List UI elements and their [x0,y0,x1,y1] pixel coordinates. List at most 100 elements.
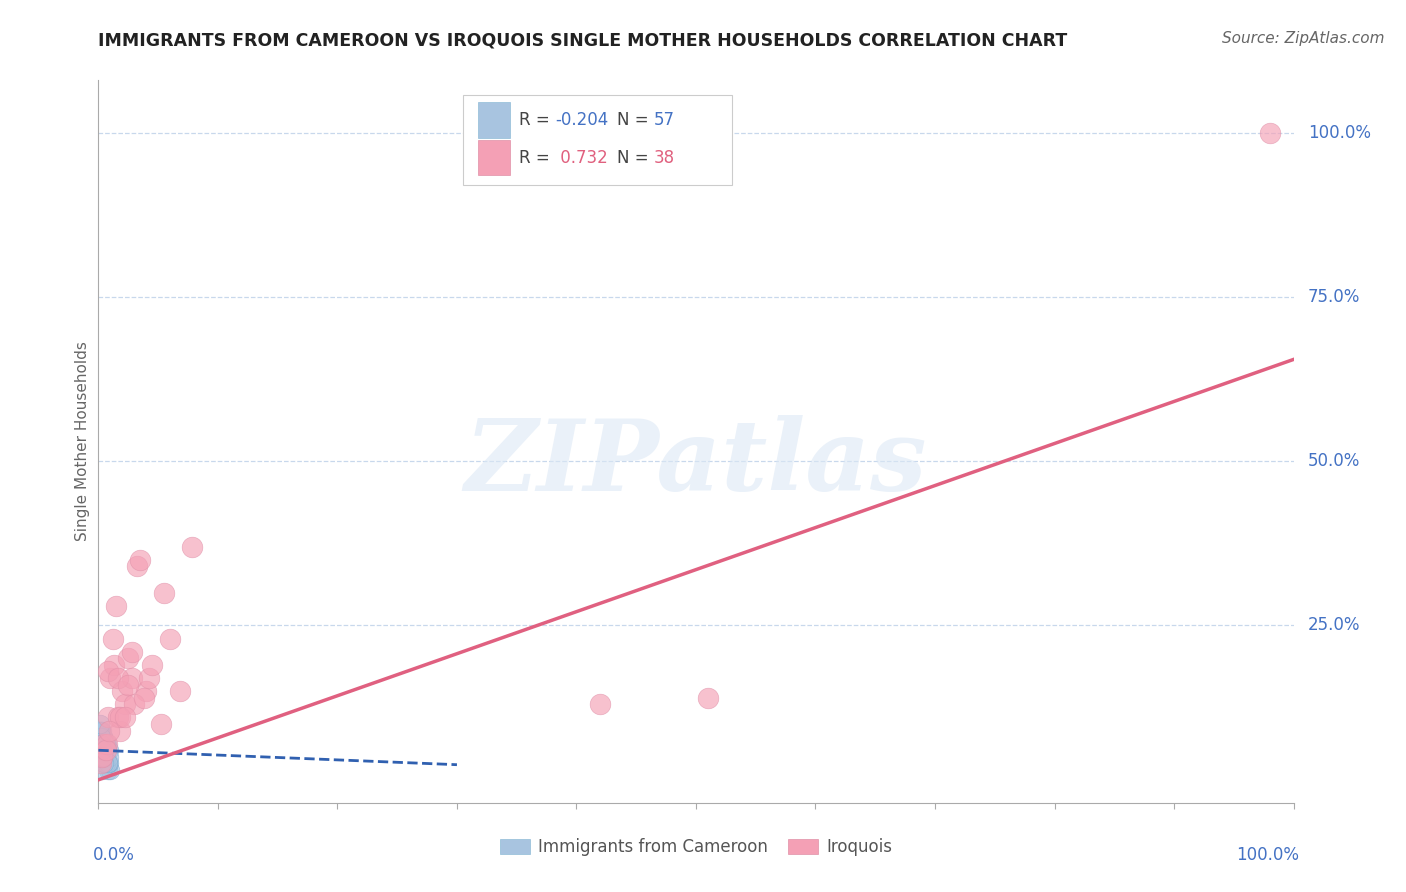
Point [697,690,720,705]
Point [97,665,120,679]
Point [89,743,111,757]
Point [90,730,112,744]
Point [91,743,114,757]
Point [89,717,111,731]
Point [105,599,128,613]
Point [94,743,117,757]
Point [91,730,114,744]
Point [91,743,114,757]
Point [91,749,114,764]
Point [96,737,118,751]
Point [125,559,148,574]
Point [91,737,114,751]
Point [107,671,129,685]
FancyBboxPatch shape [478,140,509,176]
Point [90,749,112,764]
Point [90,723,112,738]
Point [90,749,112,764]
Point [1258,126,1281,140]
Point [93,743,115,757]
Point [107,710,129,724]
Point [124,698,146,712]
Point [90,743,112,757]
Point [159,632,181,646]
Point [135,684,157,698]
Text: N =: N = [617,149,654,167]
Point [98,723,121,738]
Point [91,730,114,744]
Text: R =: R = [519,149,555,167]
Point [117,677,139,691]
Point [91,749,114,764]
Point [91,723,114,738]
Point [89,730,111,744]
Point [91,730,114,744]
Point [132,690,155,705]
Point [90,743,112,757]
Point [108,723,131,738]
Point [89,743,111,757]
Text: 57: 57 [654,111,675,129]
Point [94,749,117,764]
Point [108,710,131,724]
Point [111,684,134,698]
Point [93,749,115,764]
Point [97,710,120,724]
FancyBboxPatch shape [478,103,509,137]
Text: ZIPatlas: ZIPatlas [465,415,927,511]
Point [90,737,112,751]
Point [117,651,139,665]
Point [91,749,114,764]
Point [93,743,115,757]
Text: 100.0%: 100.0% [1308,124,1371,142]
Point [91,763,114,777]
FancyBboxPatch shape [463,95,733,185]
Point [138,671,160,685]
Point [94,756,117,771]
Legend: Immigrants from Cameroon, Iroquois: Immigrants from Cameroon, Iroquois [494,831,898,863]
Point [169,684,191,698]
Text: 38: 38 [654,149,675,167]
Text: R =: R = [519,111,555,129]
Point [180,540,202,554]
Text: Source: ZipAtlas.com: Source: ZipAtlas.com [1222,31,1385,46]
Point [103,657,125,672]
Point [90,730,112,744]
Point [93,756,115,771]
Point [153,585,176,599]
Text: 0.732: 0.732 [555,149,607,167]
Point [121,645,143,659]
Point [89,730,111,744]
Point [96,743,118,757]
Point [98,756,121,771]
Point [91,749,114,764]
Point [98,743,121,757]
Point [97,763,120,777]
Point [98,749,121,764]
Point [91,730,114,744]
Point [91,737,114,751]
Point [89,737,111,751]
Point [589,698,612,712]
Point [89,723,111,738]
Point [94,756,117,771]
Text: 0.0%: 0.0% [93,847,135,864]
Point [96,737,118,751]
Point [97,756,120,771]
Point [97,756,120,771]
Text: -0.204: -0.204 [555,111,609,129]
Point [91,737,114,751]
Point [91,743,114,757]
Point [90,756,112,771]
Point [114,710,136,724]
Text: 50.0%: 50.0% [1308,452,1360,470]
Point [91,743,114,757]
Point [141,657,163,672]
Point [89,749,111,764]
Point [98,671,122,685]
Text: IMMIGRANTS FROM CAMEROON VS IROQUOIS SINGLE MOTHER HOUSEHOLDS CORRELATION CHART: IMMIGRANTS FROM CAMEROON VS IROQUOIS SIN… [98,31,1067,49]
Y-axis label: Single Mother Households: Single Mother Households [75,342,90,541]
Point [89,723,111,738]
Text: 25.0%: 25.0% [1308,616,1361,634]
Point [149,717,172,731]
